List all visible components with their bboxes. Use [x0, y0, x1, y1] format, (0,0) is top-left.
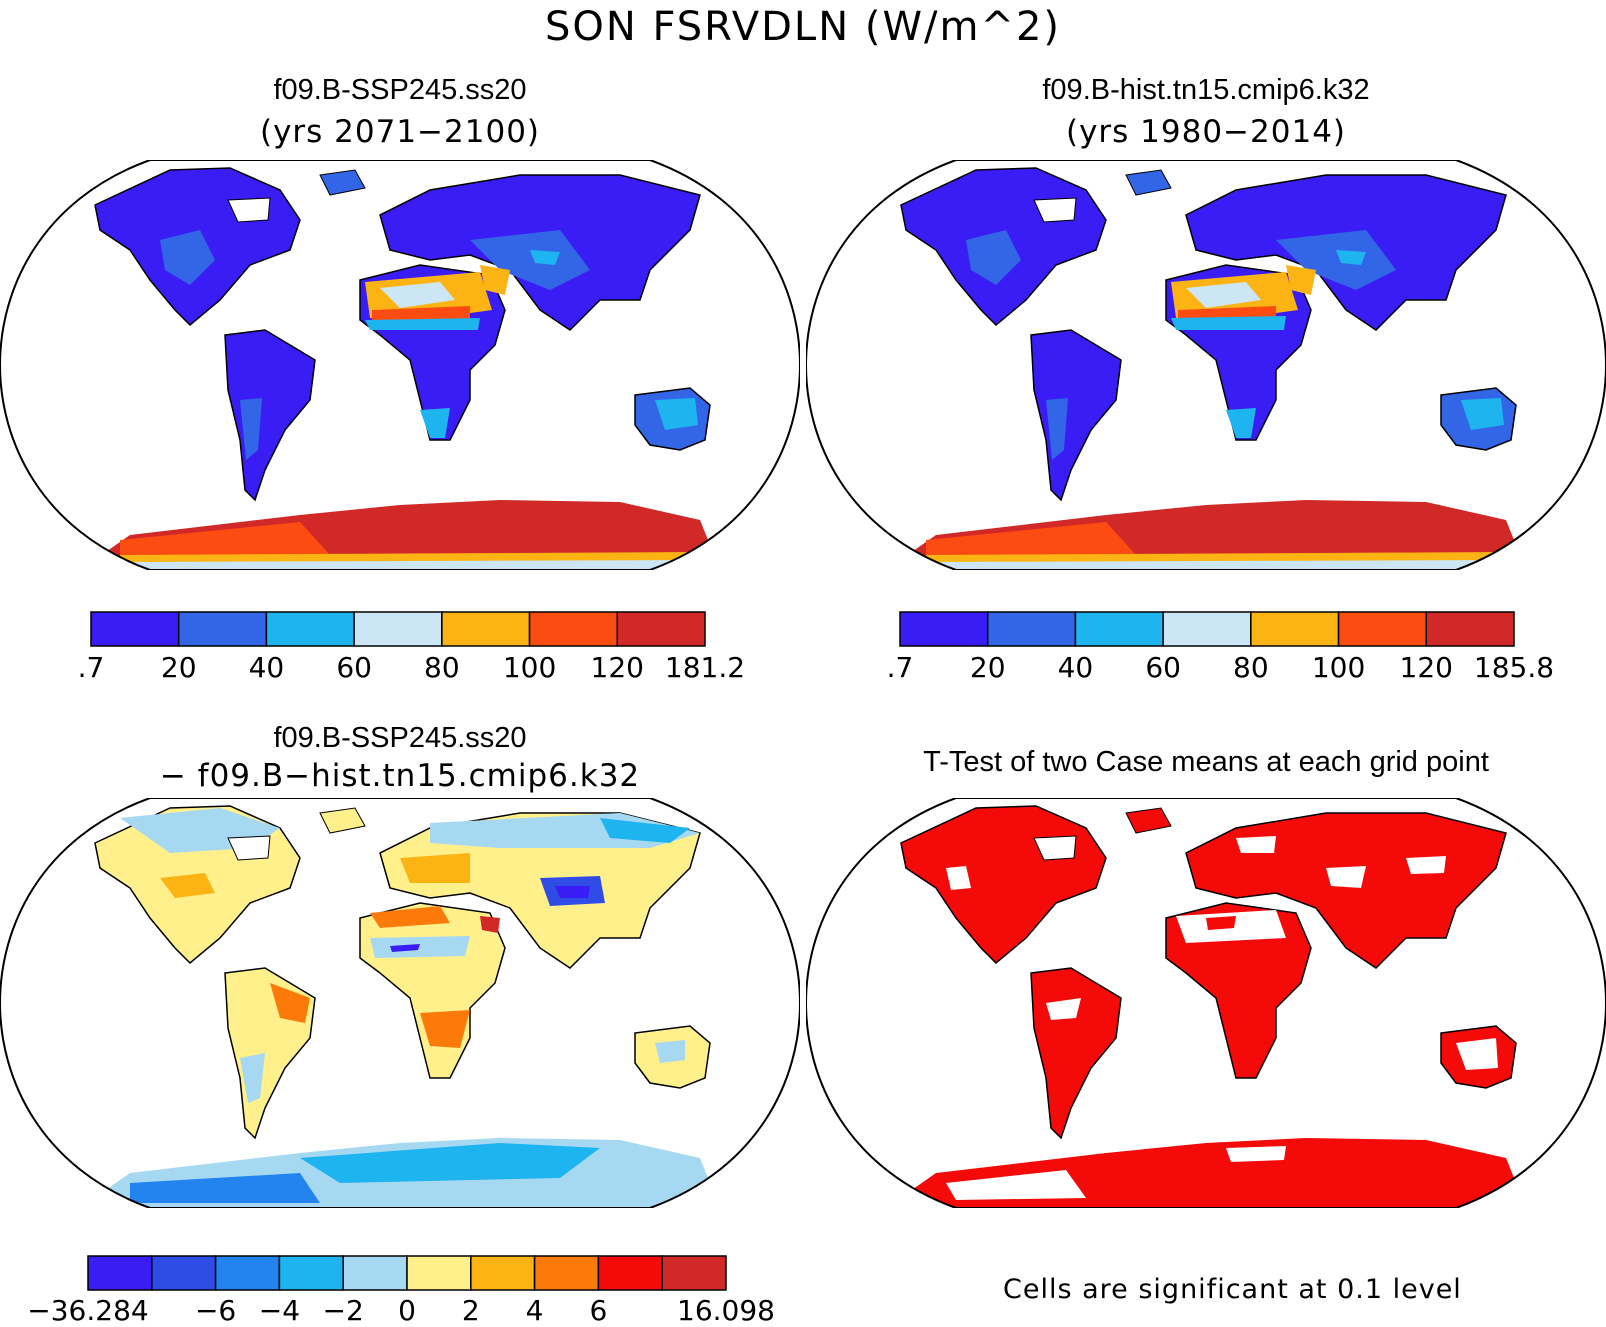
top-right-panel-subtitle: (yrs 1980−2014) [1065, 114, 1347, 150]
top-right-map [806, 160, 1606, 570]
bottom-left-colorbar-swatch [533, 1255, 600, 1291]
bottom-left-colorbar-swatch [214, 1255, 281, 1291]
top-right-colorbar-swatch [899, 611, 989, 647]
bottom-left-colorbar-swatch [406, 1255, 472, 1291]
top-right-colorbar-tick-label: 40 [1057, 651, 1094, 684]
top-left-colorbar-swatch [441, 611, 531, 647]
bottom-left-map [0, 798, 800, 1208]
top-left-colorbar-tick-label: 100 [502, 651, 557, 684]
top-right-colorbar-tick-label: 80 [1233, 651, 1269, 684]
top-left-colorbar-swatch [353, 611, 443, 647]
top-left-colorbar-tick-label: 60 [336, 651, 372, 684]
bottom-left-colorbar-tick-label: 6 [589, 1294, 608, 1327]
top-left-colorbar-tick-label: 40 [248, 651, 285, 684]
top-right-colorbar-tick-label: 20 [969, 651, 1006, 684]
bottom-right-map [806, 798, 1606, 1208]
top-left-colorbar [90, 611, 706, 647]
top-left-map [0, 160, 800, 570]
bottom-left-colorbar-swatch [597, 1255, 663, 1291]
bottom-left-colorbar-tick-label: 16.098 [677, 1294, 775, 1327]
top-right-colorbar-tick-label: .7 [886, 651, 914, 684]
top-left-panel-subtitle: (yrs 2071−2100) [259, 114, 541, 150]
bottom-left-colorbar-tick-label: 0 [398, 1294, 416, 1327]
bottom-left-colorbar-tick-label: −36.284 [27, 1294, 149, 1327]
top-left-colorbar-swatch [177, 611, 268, 647]
top-right-colorbar-tick-label: 185.8 [1473, 651, 1555, 684]
top-left-panel-title: f09.B-SSP245.ss20 [273, 74, 527, 106]
bottom-left-colorbar-swatch [87, 1255, 153, 1291]
top-right-colorbar-swatch [1162, 611, 1252, 647]
significance-footnote: Cells are significant at 0.1 level [1003, 1274, 1462, 1305]
bottom-left-colorbar-tick-label: 4 [525, 1294, 544, 1327]
top-left-colorbar-tick-label: 80 [424, 651, 460, 684]
bottom-left-colorbar-tick-label: −2 [322, 1294, 364, 1327]
bottom-left-colorbar-tick-label: −6 [194, 1294, 237, 1327]
top-right-colorbar [899, 611, 1515, 647]
top-right-colorbar-tick-label: 60 [1145, 651, 1181, 684]
top-right-colorbar-swatch [1425, 611, 1515, 647]
bottom-left-colorbar [87, 1255, 727, 1291]
top-left-colorbar-tick-label: .7 [77, 651, 105, 684]
top-right-colorbar-swatch [1250, 611, 1340, 647]
bottom-left-colorbar-swatch [661, 1255, 727, 1291]
top-right-colorbar-swatch [1074, 611, 1164, 647]
top-right-colorbar-tick-label: 100 [1311, 651, 1366, 684]
figure-title: SON FSRVDLN (W/m^2) [544, 4, 1062, 50]
top-right-colorbar-tick-label: 120 [1399, 651, 1454, 684]
bottom-left-panel-title: f09.B-SSP245.ss20 [273, 722, 527, 754]
bottom-right-panel-title: T-Test of two Case means at each grid po… [923, 746, 1489, 778]
top-right-colorbar-swatch [1337, 611, 1428, 647]
bottom-left-colorbar-tick-label: 2 [461, 1294, 480, 1327]
bottom-left-colorbar-swatch [470, 1255, 536, 1291]
bottom-left-colorbar-swatch [278, 1255, 344, 1291]
top-right-colorbar-swatch [986, 611, 1077, 647]
bottom-left-colorbar-swatch [342, 1255, 408, 1291]
top-left-colorbar-swatch [528, 611, 619, 647]
bottom-left-colorbar-tick-label: −4 [258, 1294, 301, 1327]
top-left-colorbar-swatch [265, 611, 355, 647]
top-left-colorbar-tick-label: 181.2 [664, 651, 746, 684]
top-left-colorbar-swatch [616, 611, 706, 647]
top-left-colorbar-tick-label: 120 [590, 651, 645, 684]
top-right-panel-title: f09.B-hist.tn15.cmip6.k32 [1042, 74, 1370, 106]
bottom-left-panel-subtitle: − f09.B−hist.tn15.cmip6.k32 [159, 758, 641, 794]
top-left-colorbar-swatch [90, 611, 180, 647]
bottom-left-colorbar-swatch [151, 1255, 217, 1291]
top-left-colorbar-tick-label: 20 [160, 651, 197, 684]
